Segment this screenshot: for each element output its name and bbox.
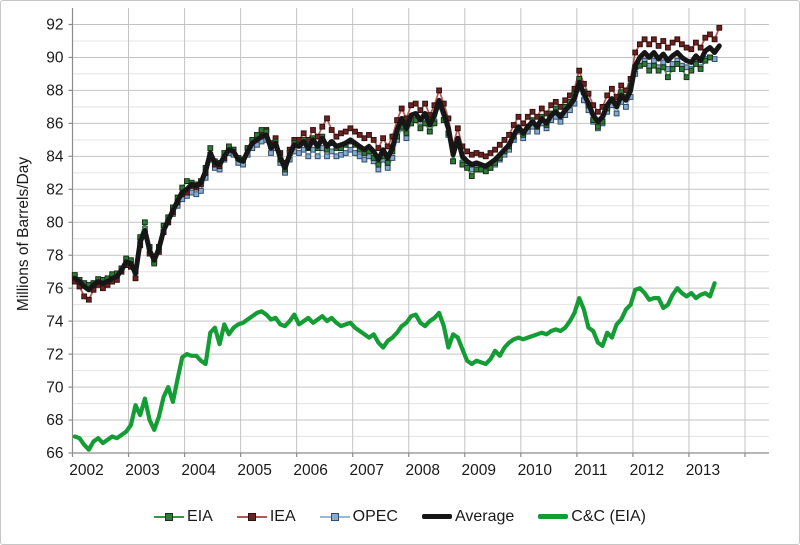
- cc-eia-line-swatch: [538, 511, 569, 523]
- x-tick-label: 2009: [462, 462, 496, 479]
- legend-item-opec: OPEC: [319, 508, 398, 526]
- y-tick-label: 72: [46, 346, 63, 363]
- x-tick-label: 2012: [630, 462, 664, 479]
- y-tick-label: 82: [46, 181, 63, 198]
- y-tick-label: 88: [46, 83, 63, 100]
- legend-item-iea: IEA: [236, 508, 296, 526]
- axis-tick-labels: 66 68 70 72 74 76 78 80 82 84 86 88 90 92 2002 2003 2004…: [46, 17, 720, 479]
- y-tick-label: 84: [46, 149, 64, 166]
- x-tick-label: 2008: [405, 462, 439, 479]
- y-tick-label: 80: [46, 214, 64, 231]
- series-c-c-eia-: [72, 281, 717, 452]
- x-tick-label: 2006: [293, 462, 327, 479]
- axes: [68, 8, 769, 457]
- series-average: [72, 43, 722, 293]
- x-tick-label: 2013: [686, 462, 720, 479]
- legend-label: EIA: [187, 508, 213, 525]
- x-tick-label: 2011: [574, 462, 607, 479]
- x-tick-label: 2005: [237, 462, 271, 479]
- y-tick-label: 68: [46, 412, 63, 429]
- x-tick-label: 2002: [69, 462, 103, 479]
- gridlines: [72, 8, 769, 453]
- legend-label: Average: [454, 508, 515, 525]
- x-tick-label: 2010: [518, 462, 553, 479]
- y-tick-label: 70: [46, 379, 64, 396]
- iea-line-marker-swatch: [236, 511, 267, 523]
- series-eia: [71, 54, 713, 288]
- y-tick-label: 76: [46, 280, 63, 297]
- y-tick-label: 90: [46, 50, 64, 67]
- legend-label: IEA: [269, 508, 296, 525]
- y-tick-label: 66: [46, 445, 63, 462]
- y-tick-label: 92: [46, 17, 63, 34]
- x-tick-label: 2003: [125, 462, 159, 479]
- x-tick-label: 2007: [349, 462, 383, 479]
- series-iea: [71, 24, 723, 303]
- eia-line-marker-swatch: [154, 511, 185, 523]
- opec-line-marker-swatch: [319, 511, 350, 523]
- legend-item-eia: EIA: [154, 508, 213, 526]
- legend-item-cc-eia: C&C (EIA): [538, 508, 646, 526]
- chart-legend: EIA IEA OPEC Average C&C (EIA): [1, 502, 799, 532]
- y-tick-label: 74: [46, 313, 64, 330]
- y-tick-label: 78: [46, 247, 63, 264]
- legend-item-average: Average: [421, 508, 515, 526]
- legend-label: OPEC: [352, 508, 398, 525]
- average-line-swatch: [421, 511, 452, 523]
- legend-label: C&C (EIA): [571, 508, 646, 525]
- y-tick-label: 86: [46, 116, 63, 133]
- y-axis-title: Millions of Barrels/Day: [15, 156, 32, 312]
- x-tick-label: 2004: [181, 462, 216, 479]
